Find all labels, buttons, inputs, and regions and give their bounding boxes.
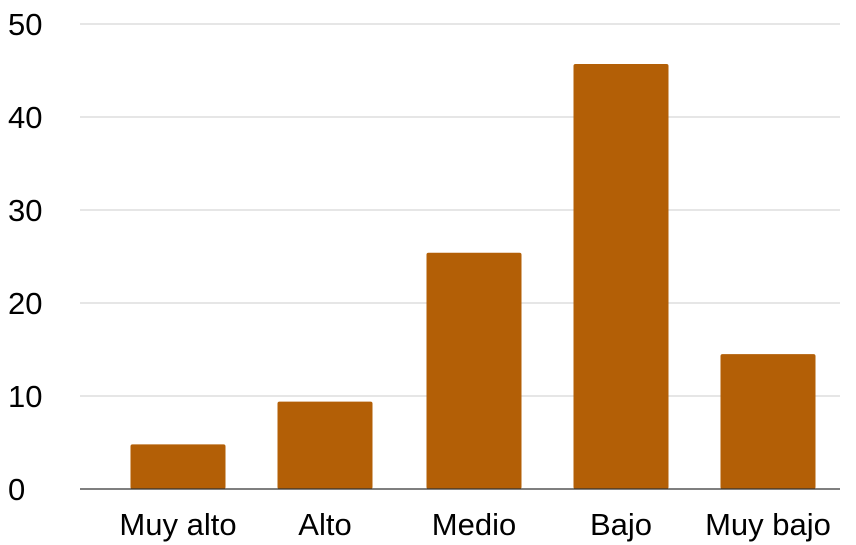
bar [720, 354, 816, 489]
bars [130, 63, 816, 490]
x-category-label: Alto [298, 507, 351, 542]
x-category-label: Muy alto [119, 507, 236, 542]
bar [573, 63, 669, 490]
bar [277, 401, 373, 489]
y-tick-label: 50 [8, 7, 42, 42]
y-tick-label: 0 [8, 472, 25, 507]
y-axis-ticks: 0 10 20 30 40 50 [8, 7, 42, 507]
bar [130, 444, 226, 489]
x-axis-labels: Muy alto Alto Medio Bajo Muy bajo [119, 507, 830, 542]
gridlines [80, 23, 840, 397]
y-tick-label: 10 [8, 379, 42, 414]
y-tick-label: 30 [8, 193, 42, 228]
x-category-label: Medio [432, 507, 516, 542]
x-category-label: Bajo [590, 507, 652, 542]
bar [426, 252, 522, 489]
y-tick-label: 40 [8, 100, 42, 135]
y-tick-label: 20 [8, 286, 42, 321]
x-category-label: Muy bajo [705, 507, 831, 542]
